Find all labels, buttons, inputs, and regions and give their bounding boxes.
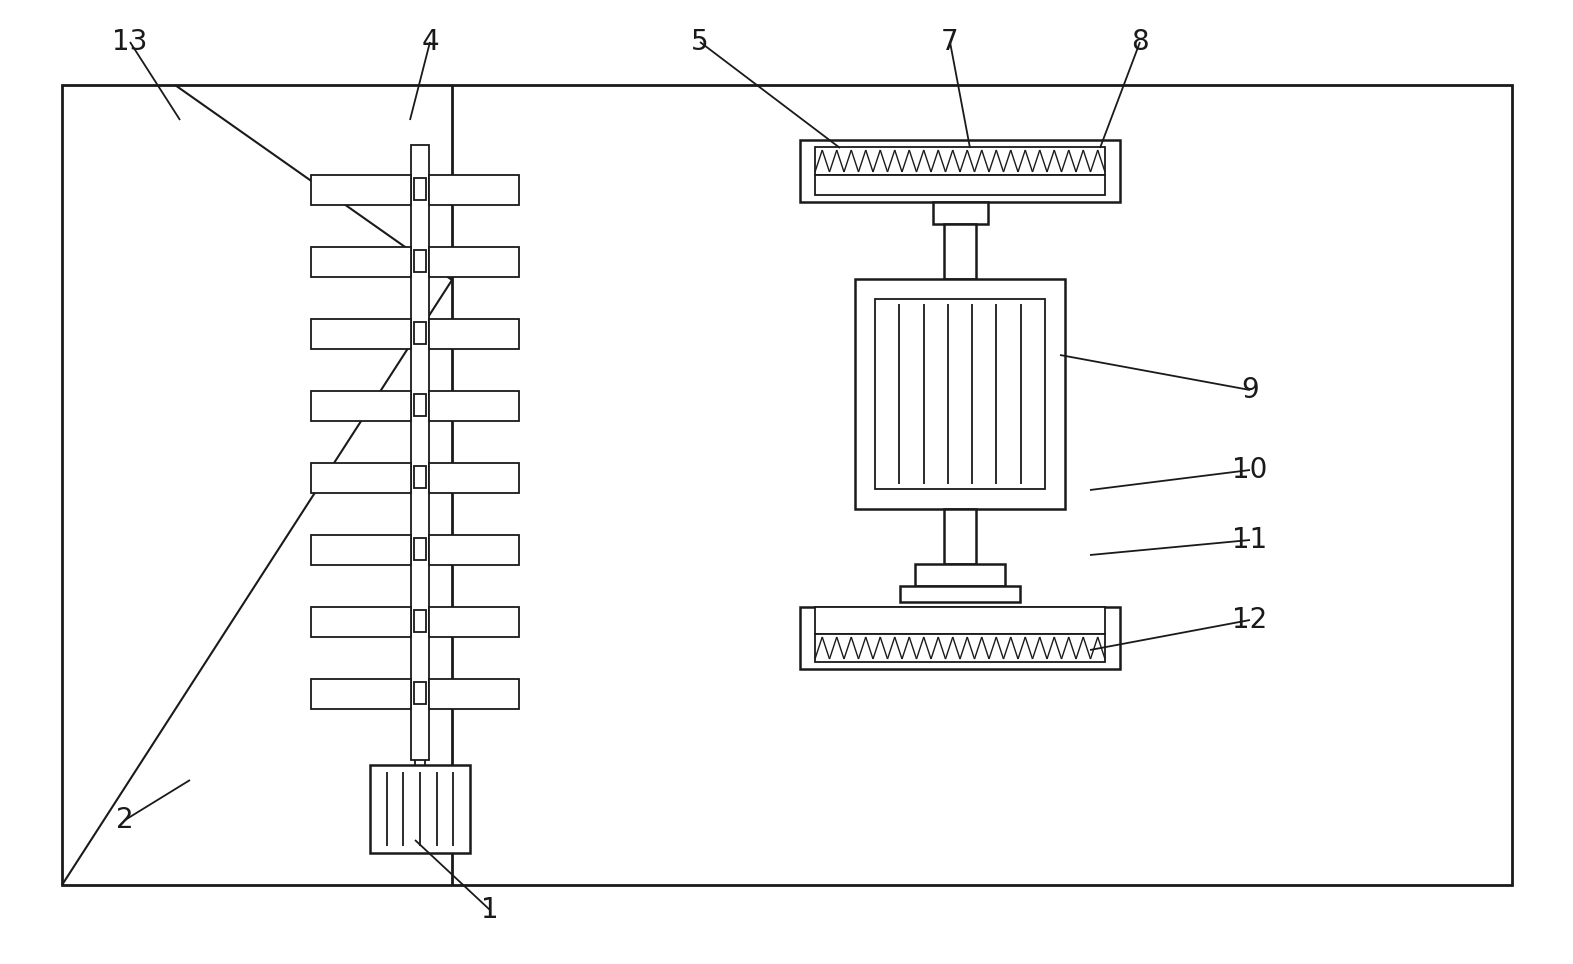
Bar: [414, 394, 426, 416]
Bar: [311, 319, 411, 349]
Bar: [414, 466, 426, 488]
Bar: [429, 319, 519, 349]
Text: 7: 7: [941, 28, 960, 56]
Text: 8: 8: [1131, 28, 1148, 56]
Bar: [311, 679, 411, 709]
Bar: [429, 247, 519, 277]
Bar: [933, 202, 988, 224]
Bar: [311, 535, 411, 565]
Bar: [429, 679, 519, 709]
Bar: [414, 250, 426, 272]
Text: 2: 2: [116, 806, 134, 834]
Bar: [414, 538, 426, 560]
Bar: [801, 140, 1120, 202]
Bar: [429, 175, 519, 205]
Bar: [370, 765, 470, 853]
Bar: [414, 178, 426, 200]
Text: 10: 10: [1232, 456, 1268, 484]
Text: 4: 4: [422, 28, 439, 56]
Text: 12: 12: [1232, 606, 1268, 634]
Text: 1: 1: [481, 896, 499, 924]
Text: 5: 5: [691, 28, 709, 56]
Bar: [801, 607, 1120, 669]
Bar: [311, 607, 411, 637]
Bar: [815, 607, 1104, 634]
Bar: [915, 564, 1005, 586]
Bar: [311, 247, 411, 277]
Bar: [815, 175, 1104, 195]
Bar: [875, 299, 1044, 489]
Bar: [311, 391, 411, 421]
Bar: [311, 175, 411, 205]
Bar: [900, 586, 1019, 602]
Bar: [815, 634, 1104, 662]
Bar: [429, 535, 519, 565]
Bar: [944, 224, 975, 279]
Bar: [429, 391, 519, 421]
Text: 11: 11: [1232, 526, 1268, 554]
Bar: [311, 463, 411, 493]
Bar: [944, 509, 975, 564]
Text: 13: 13: [112, 28, 148, 56]
Bar: [414, 322, 426, 344]
Bar: [856, 279, 1065, 509]
Bar: [414, 682, 426, 704]
Bar: [411, 145, 429, 760]
Bar: [429, 607, 519, 637]
Text: 9: 9: [1241, 376, 1258, 404]
Bar: [61, 85, 1512, 885]
Bar: [815, 147, 1104, 175]
Bar: [429, 463, 519, 493]
Bar: [414, 610, 426, 632]
